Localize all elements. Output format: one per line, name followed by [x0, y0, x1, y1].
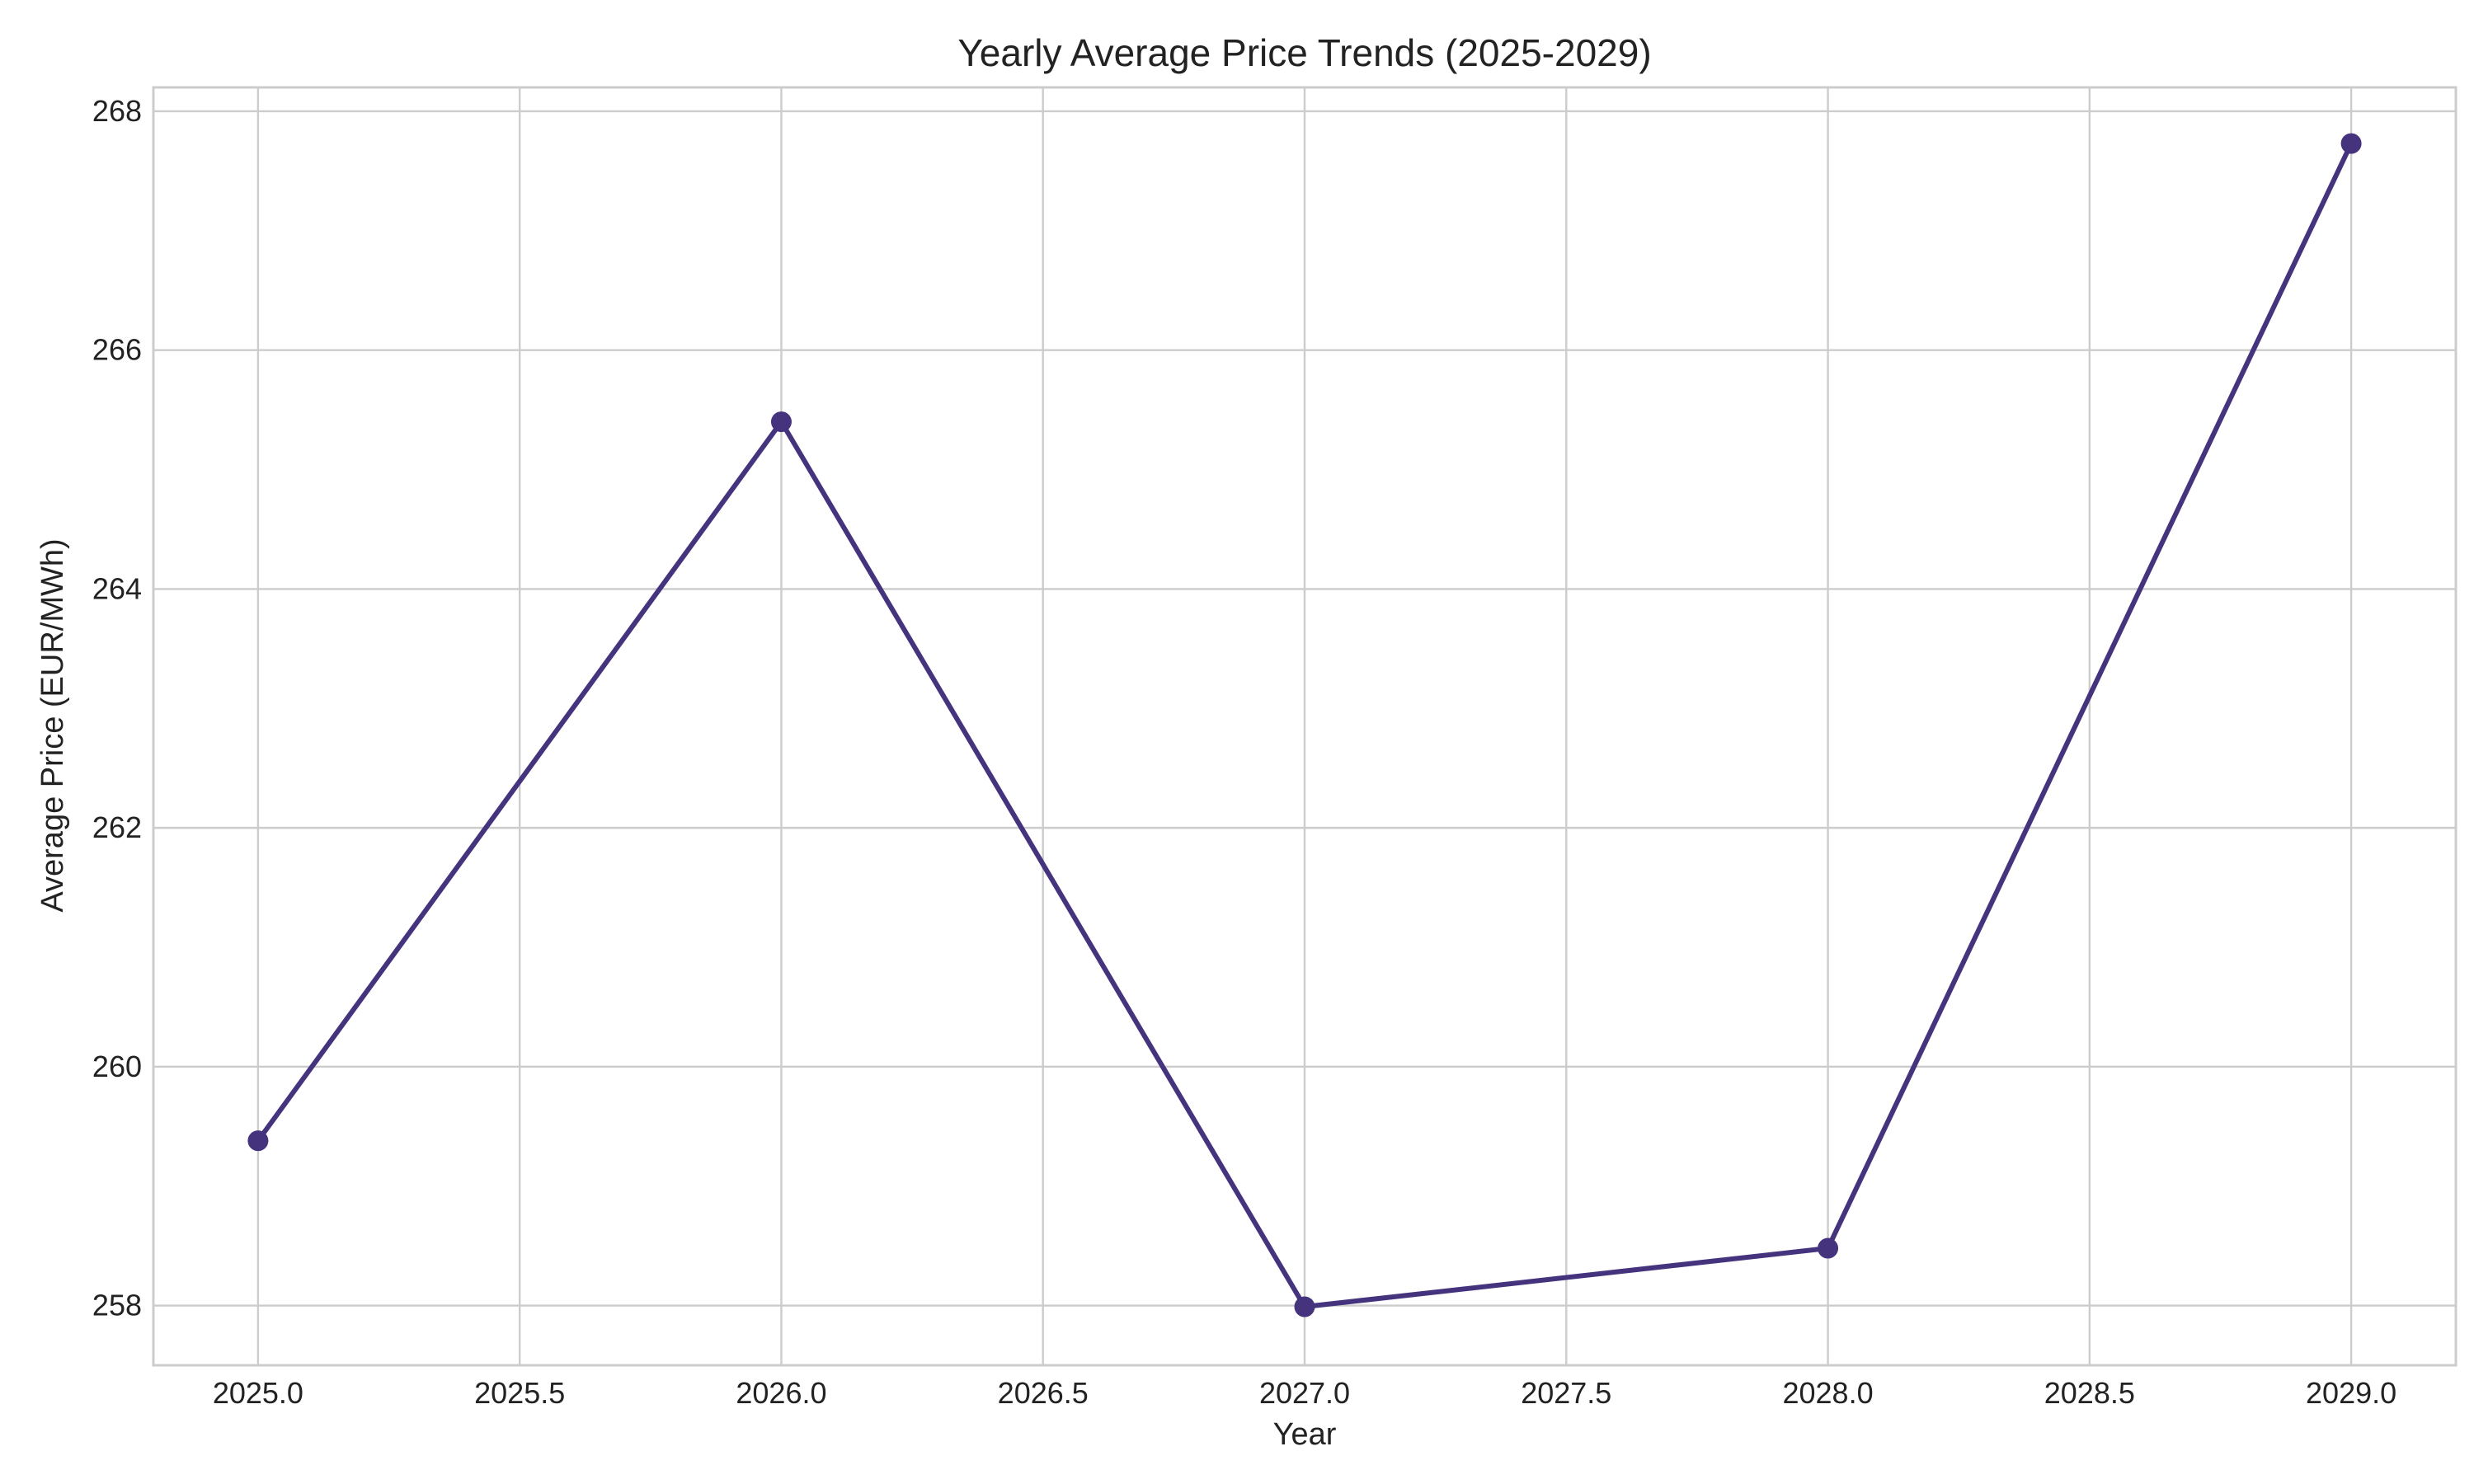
x-tick-label: 2029.0	[2306, 1376, 2396, 1410]
x-tick-label: 2025.0	[213, 1376, 303, 1410]
x-axis-label: Year	[1273, 1417, 1337, 1452]
tick-label-layer: 2025.0 2025.5 2026.0 2026.5 2027.0 2027.5 2028…	[92, 94, 2396, 1410]
plot-frame	[152, 86, 2458, 1367]
x-tick-label: 2028.5	[2044, 1376, 2135, 1410]
data-point	[1818, 1237, 1839, 1259]
x-tick-label: 2027.5	[1521, 1376, 1611, 1410]
x-tick-label: 2027.0	[1259, 1376, 1350, 1410]
y-tick-label: 260	[92, 1050, 142, 1083]
data-point	[247, 1130, 269, 1152]
x-tick-label: 2028.0	[1782, 1376, 1873, 1410]
data-point	[770, 411, 792, 433]
x-tick-label: 2026.5	[998, 1376, 1089, 1410]
grid-layer	[153, 87, 2456, 1365]
x-tick-label: 2026.0	[736, 1376, 826, 1410]
y-tick-label: 258	[92, 1289, 142, 1322]
y-tick-label: 266	[92, 333, 142, 367]
data-point	[2340, 133, 2362, 154]
y-tick-label: 264	[92, 571, 142, 605]
series-layer	[247, 133, 2362, 1317]
y-tick-label: 268	[92, 94, 142, 128]
data-point	[1294, 1296, 1315, 1317]
x-tick-label: 2025.5	[474, 1376, 565, 1410]
chart-title: Yearly Average Price Trends (2025-2029)	[957, 31, 1651, 74]
y-tick-label: 262	[92, 810, 142, 844]
y-axis-label: Average Price (EUR/MWh)	[35, 538, 70, 912]
